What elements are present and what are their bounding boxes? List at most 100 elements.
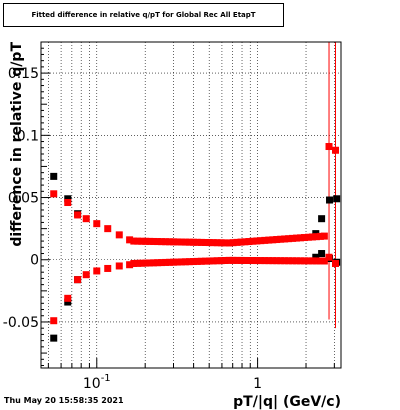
series-0-point [318,215,326,223]
series-1-point [189,258,197,266]
series-1-point [64,294,72,302]
series-1-point [285,257,293,265]
series-1-point [213,257,221,265]
y-tick-label: 0.1 [17,128,39,144]
series-1-point [325,143,333,151]
series-1-point [312,257,320,265]
series-1-point [201,238,209,246]
y-tick-label: 0.15 [8,66,39,82]
series-1-point [225,239,233,247]
series-1-point [293,234,301,242]
series-1-point [93,220,101,228]
series-1-point [173,238,181,246]
series-0-point [64,195,72,203]
series-1-point [104,225,112,233]
chart-title: Fitted difference in relative q/pT for G… [3,3,284,27]
series-1-point [301,234,309,242]
grid-lines [41,42,341,368]
series-0-point [50,172,58,180]
series-1-point [233,238,241,246]
series-1-point [265,236,273,244]
series-1-point [197,257,205,265]
series-1-point [64,199,72,207]
error-bars [328,42,336,329]
series-1-point [150,259,158,267]
series-1-point [281,257,289,265]
series-1-point [173,258,181,266]
series-1-point [229,239,237,247]
series-1-point [50,190,58,198]
series-1-point [273,236,281,244]
series-1-point [115,231,123,239]
series-1-point [245,256,253,264]
series-1-point [253,257,261,265]
series-1-point [138,259,146,267]
series-1-point [166,238,174,246]
series-1-point [104,264,112,272]
series-1-point [261,236,269,244]
series-1-point [74,211,82,219]
series-1-point [205,257,213,265]
series-1-point [146,259,154,267]
series-1-point [115,262,123,270]
series-1-point [126,261,134,269]
series-1-point [233,256,241,264]
series-1-point [308,257,316,265]
x-tick-label: 10-1 [83,373,111,392]
series-1-point [320,257,328,265]
series-1-point [209,239,217,247]
series-1-point [201,257,209,265]
series-1-point [241,256,249,264]
series-1-point [193,238,201,246]
series-1-point [154,259,162,267]
y-tick-label: -0.05 [3,315,39,331]
series-1-point [213,239,221,247]
series-1-point [257,237,265,245]
series-1-point [154,238,162,246]
series-1-point [82,215,90,223]
series-1-point [185,238,193,246]
series-1-point [134,237,142,245]
series-1-point [146,237,154,245]
series-0-point [64,298,72,306]
series-1-point [269,236,277,244]
series-1-point [177,238,185,246]
series-1-point [197,238,205,246]
x-tick-label: 1 [253,376,262,392]
axis-ticks: -0.05 0 0.05 0.1 0.15 10-1 1 [3,47,335,392]
y-tick-label: 0.05 [8,191,39,207]
series-1-point [170,258,178,266]
series-1-point [241,238,249,246]
series-1-point [142,259,150,267]
series-1-point [249,237,257,245]
series-1-point [93,267,101,275]
series-1-point [285,235,293,243]
plot-frame [40,41,342,369]
series-1-point [253,237,261,245]
series-1-point [166,258,174,266]
series-1-point [130,237,138,245]
series-1-point [150,237,158,245]
series-1-point [74,276,82,284]
series-1-point [209,257,217,265]
series-1-point [245,238,253,246]
series-1-point [162,258,170,266]
series-1-point [316,257,324,265]
series-0-point [333,195,341,203]
series-1-point [50,317,58,325]
series-1-point [217,257,225,265]
series-1-point [289,257,297,265]
series-1-point [297,257,305,265]
series-1-point [126,236,134,244]
series-1-point [301,257,309,265]
series-1-point [261,257,269,265]
series-1-point [134,259,142,267]
series-1-point [297,234,305,242]
series-1-point [293,257,301,265]
series-1-point [331,259,339,267]
series-1-point [221,239,229,247]
series-1-point [277,257,285,265]
series-1-point [158,238,166,246]
y-tick-label: 0 [30,253,39,269]
